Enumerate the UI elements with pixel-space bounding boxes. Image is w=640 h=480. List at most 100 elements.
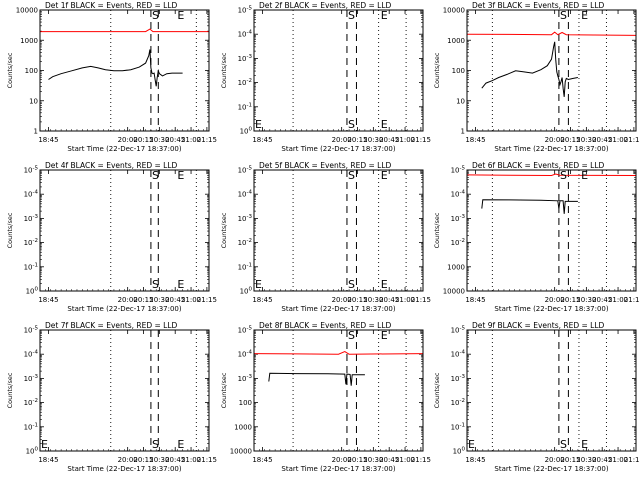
x-tick-label: 21:00: [181, 456, 201, 464]
start-marker: S: [560, 169, 567, 182]
end-marker: E: [581, 169, 588, 182]
start-marker: S: [348, 329, 355, 342]
x-tick-label: 20:00: [332, 136, 352, 144]
start-marker: S: [152, 438, 159, 451]
x-tick-label: 21:00: [608, 296, 628, 304]
x-tick-label: 20:30: [576, 136, 596, 144]
panel-9: Det 9f BLACK = Events, RED = LLD 100 10-1 1…: [433, 321, 640, 473]
x-tick-label: 20:15: [347, 296, 367, 304]
start-marker: S: [348, 9, 355, 22]
start-marker: S: [560, 9, 567, 22]
start-marker: S: [152, 169, 159, 182]
lld-series-line: [254, 351, 423, 355]
x-tick-label: 20:30: [149, 136, 169, 144]
x-tick-label: 21:15: [624, 456, 640, 464]
x-tick-label: 20:15: [560, 296, 580, 304]
end-marker: E: [381, 278, 388, 291]
x-tick-label: 21:15: [411, 296, 431, 304]
x-tick-label: 20:15: [347, 136, 367, 144]
y-tick-label: 10: [456, 97, 465, 105]
x-tick-label: 20:15: [133, 456, 153, 464]
x-axis-label: Start Time (22-Dec-17 18:37:00): [67, 145, 181, 153]
x-tick-label: 18:45: [252, 136, 272, 144]
plot-frame: [253, 329, 424, 452]
panel-title: Det 6f BLACK = Events, RED = LLD: [472, 161, 605, 170]
x-tick-label: 20:15: [560, 136, 580, 144]
end-marker: E: [41, 438, 48, 451]
lld-series-line: [467, 31, 636, 36]
x-axis-label: Start Time (22-Dec-17 18:37:00): [281, 305, 395, 313]
x-tick-label: 20:30: [149, 456, 169, 464]
x-tick-label: 21:15: [411, 136, 431, 144]
panel-title: Det 3f BLACK = Events, RED = LLD: [472, 1, 605, 10]
y-tick-label: 10-4: [24, 190, 39, 199]
x-tick-label: 20:15: [133, 296, 153, 304]
end-marker: E: [381, 169, 388, 182]
x-tick-label: 20:45: [379, 456, 399, 464]
x-tick-label: 21:15: [197, 136, 217, 144]
x-tick-label: 20:45: [592, 136, 612, 144]
x-tick-label: 20:30: [576, 296, 596, 304]
y-tick-label: 1000: [20, 37, 38, 45]
x-tick-label: 20:45: [379, 296, 399, 304]
x-tick-label: 21:00: [395, 136, 415, 144]
x-tick-label: 20:30: [363, 136, 383, 144]
panel-title: Det 7f BLACK = Events, RED = LLD: [45, 321, 178, 330]
start-marker: S: [152, 9, 159, 22]
x-axis-label: Start Time (22-Dec-17 18:37:00): [281, 145, 395, 153]
plot-frame: [253, 169, 424, 292]
y-tick-label: 10-2: [24, 398, 38, 407]
end-marker: E: [581, 9, 588, 22]
y-tick-label: 10-5: [238, 166, 253, 175]
panel-title: Det 2f BLACK = Events, RED = LLD: [259, 1, 392, 10]
x-axis-label: Start Time (22-Dec-17 18:37:00): [67, 465, 181, 473]
x-tick-label: 20:00: [545, 296, 565, 304]
x-tick-label: 20:30: [363, 296, 383, 304]
y-axis-label: Counts/sec: [433, 372, 441, 408]
y-tick-label: 100: [452, 67, 465, 75]
y-axis-label: Counts/sec: [6, 372, 14, 408]
y-tick-label: 10-2: [238, 238, 252, 247]
y-tick-label: 100: [240, 287, 253, 296]
x-tick-label: 18:45: [38, 456, 58, 464]
x-tick-label: 18:45: [465, 296, 485, 304]
y-tick-label: 10000: [230, 448, 252, 456]
y-tick-label: 10-1: [238, 262, 252, 271]
x-axis-label: Start Time (22-Dec-17 18:37:00): [494, 305, 608, 313]
y-tick-label: 10-2: [24, 238, 38, 247]
end-marker: E: [177, 438, 184, 451]
end-marker: E: [381, 9, 388, 22]
panel-8: Det 8f BLACK = Events, RED = LLD 10000 100…: [220, 321, 431, 473]
end-marker: E: [468, 438, 475, 451]
end-marker: E: [255, 118, 262, 131]
y-tick-label: 10-3: [238, 214, 253, 223]
x-tick-label: 21:15: [411, 456, 431, 464]
plot-frame: [466, 169, 637, 292]
start-marker: S: [348, 169, 355, 182]
end-marker: E: [177, 169, 184, 182]
x-tick-label: 20:30: [149, 296, 169, 304]
panel-title: Det 8f BLACK = Events, RED = LLD: [259, 321, 392, 330]
y-tick-label: 10-1: [238, 102, 252, 111]
y-tick-label: 10-4: [238, 30, 253, 39]
y-tick-label: 10000: [443, 288, 465, 296]
panel-7: Det 7f BLACK = Events, RED = LLD 100 10-1 1…: [6, 321, 217, 473]
y-tick-label: 100: [239, 399, 252, 407]
y-tick-label: 10-1: [24, 422, 38, 431]
plot-frame: [466, 329, 637, 452]
x-tick-label: 18:45: [38, 136, 58, 144]
x-tick-label: 20:00: [118, 136, 138, 144]
y-tick-label: 10-4: [238, 350, 253, 359]
events-series-line: [268, 372, 365, 386]
x-tick-label: 21:15: [624, 296, 640, 304]
y-tick-label: 10-3: [238, 54, 253, 63]
y-tick-label: 100: [25, 67, 38, 75]
x-axis-label: Start Time (22-Dec-17 18:37:00): [281, 465, 395, 473]
y-tick-label: 10-4: [24, 350, 39, 359]
y-tick-label: 10-2: [451, 398, 465, 407]
x-tick-label: 20:45: [379, 136, 399, 144]
y-tick-label: 1: [461, 128, 465, 136]
panel-title: Det 9f BLACK = Events, RED = LLD: [472, 321, 605, 330]
y-tick-label: 10-2: [451, 238, 465, 247]
y-tick-label: 10-3: [451, 374, 466, 383]
